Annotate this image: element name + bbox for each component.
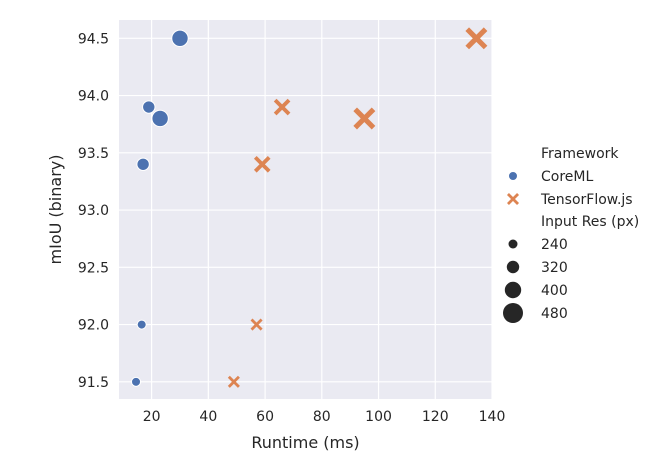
legend-size-label: 320 [541,260,568,276]
y-tick-label: 93.0 [78,203,109,219]
x-marker-stroke [250,318,263,331]
legend-size-marker [506,260,520,274]
tensorflowjs-point [253,155,271,173]
coreml-point [136,319,147,330]
x-tick-label: 120 [422,409,449,425]
x-tick-label: 140 [479,409,506,425]
legend-marker-coreml [508,171,518,181]
x-tick-label: 80 [313,409,331,425]
y-tick-label: 91.5 [78,375,109,391]
grid-layer [119,20,493,399]
x-marker-stroke [465,27,488,50]
x-marker-stroke [227,375,240,388]
y-tick-label: 92.5 [78,260,109,276]
x-tick-label: 100 [365,409,392,425]
point-layer [131,27,488,388]
x-tick-label: 20 [143,409,161,425]
y-axis-label: mIoU (binary) [46,155,65,265]
x-marker-stroke [273,98,291,116]
legend-marker-tensorflowjs [506,192,520,206]
x-marker-stroke [353,107,376,130]
tensorflowjs-point [250,318,263,331]
legend-size-label: 240 [541,237,568,253]
legend-size-marker [503,303,523,323]
y-tick-label: 93.5 [78,146,109,162]
legend-size-marker [508,239,518,249]
tensorflowjs-point [353,107,376,130]
tick-layer: 20 40 60 80 100 120 140 91.5 92.0 92.5 93.0 93.5 94.… [78,31,506,425]
legend-hue-title: Framework [541,146,619,162]
tensorflowjs-point [465,27,488,50]
tensorflowjs-point [227,375,240,388]
legend-size-marker [504,281,522,299]
legend: Framework CoreML TensorFlow.js Input Res … [503,146,639,323]
legend-hue-label: CoreML [541,169,593,185]
coreml-point [136,157,150,171]
y-tick-label: 94.0 [78,89,109,105]
legend-size-items: 240 320 400 480 [503,237,568,323]
coreml-point [131,376,142,387]
y-tick-label: 92.0 [78,318,109,334]
coreml-point [151,109,169,128]
legend-size-title: Input Res (px) [541,214,639,230]
coreml-point [171,29,189,48]
x-marker-stroke [253,155,271,173]
x-marker-stroke [506,192,520,206]
x-axis-label: Runtime (ms) [251,433,359,452]
legend-size-label: 400 [541,283,568,299]
x-tick-label: 60 [256,409,274,425]
legend-size-label: 480 [541,306,568,322]
legend-hue-items: CoreML TensorFlow.js [506,169,633,208]
y-tick-label: 94.5 [78,31,109,47]
coreml-point [142,100,156,114]
tensorflowjs-point [273,98,291,116]
legend-hue-label: TensorFlow.js [540,192,633,208]
x-tick-label: 40 [199,409,217,425]
